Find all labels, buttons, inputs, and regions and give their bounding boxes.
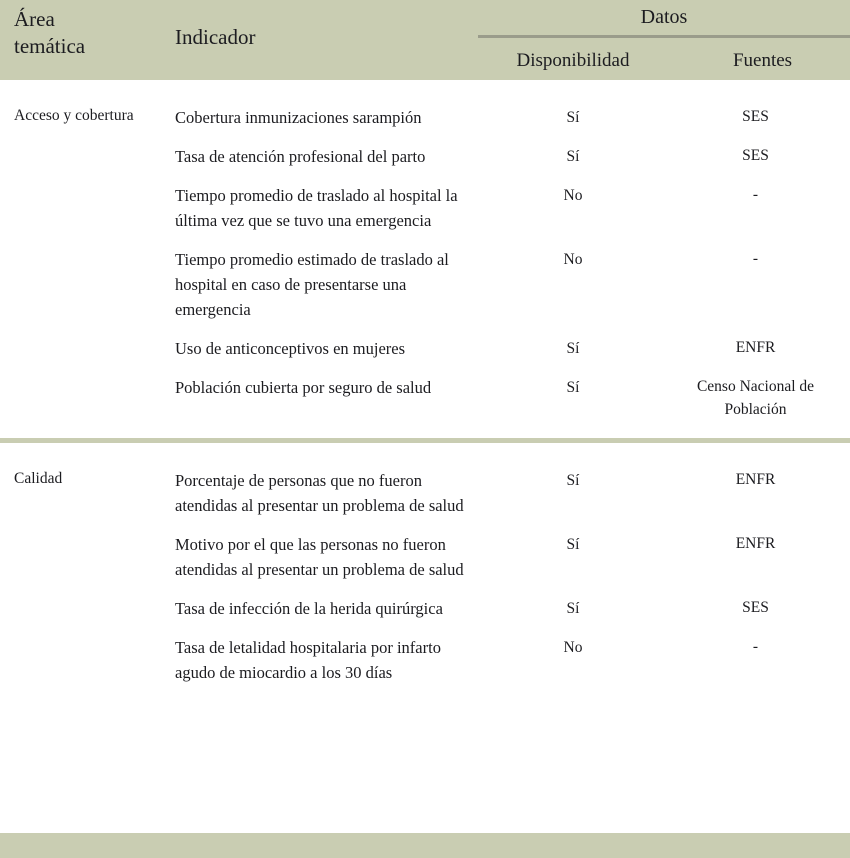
cell-disponibilidad: No	[563, 639, 583, 656]
cell-fuentes: -	[752, 638, 759, 655]
column-header-fuentes: Fuentes	[732, 50, 793, 71]
cell-fuentes: Censo Nacional de Población	[696, 378, 815, 418]
table-row: Tasa de letalidad hospitalaria por infar…	[0, 621, 850, 685]
cell-fuentes: -	[752, 250, 759, 267]
cell-disponibilidad: Sí	[566, 379, 580, 396]
cell-fuentes: ENFR	[735, 339, 776, 356]
cell-fuentes: ENFR	[735, 471, 776, 488]
cell-indicador: Porcentaje de personas que no fueron ate…	[175, 471, 464, 515]
cell-indicador: Tasa de infección de la herida quirúrgic…	[175, 599, 443, 618]
table-row: Uso de anticonceptivos en mujeres Sí ENF…	[0, 322, 850, 361]
cell-disponibilidad: Sí	[566, 600, 580, 617]
cell-indicador: Cobertura inmunizaciones sarampión	[175, 108, 422, 127]
cell-fuentes: ENFR	[735, 535, 776, 552]
table-footer-bar	[0, 833, 850, 858]
cell-area-tematica: Acceso y cobertura	[14, 107, 134, 124]
cell-fuentes: SES	[742, 108, 769, 125]
table-row: Población cubierta por seguro de salud S…	[0, 361, 850, 421]
column-header-area-tematica: Área temática	[14, 6, 164, 60]
table-section: Acceso y cobertura Cobertura inmunizacio…	[0, 80, 850, 438]
cell-area-tematica: Calidad	[14, 470, 63, 487]
table-section: Calidad Porcentaje de personas que no fu…	[0, 443, 850, 685]
cell-indicador: Tasa de atención profesional del parto	[175, 147, 426, 166]
cell-disponibilidad: No	[563, 187, 583, 204]
cell-indicador: Uso de anticonceptivos en mujeres	[175, 339, 406, 358]
table-body: Acceso y cobertura Cobertura inmunizacio…	[0, 80, 850, 685]
table-row: Tasa de atención profesional del parto S…	[0, 130, 850, 169]
datos-group-rule	[478, 35, 850, 38]
section-divider	[0, 438, 850, 443]
cell-fuentes: SES	[742, 599, 769, 616]
cell-disponibilidad: Sí	[566, 148, 580, 165]
table-row: Motivo por el que las personas no fueron…	[0, 518, 850, 582]
cell-disponibilidad: Sí	[566, 536, 580, 553]
table-row: Tasa de infección de la herida quirúrgic…	[0, 582, 850, 621]
cell-disponibilidad: No	[563, 251, 583, 268]
cell-disponibilidad: Sí	[566, 109, 580, 126]
table-header: Área temática Indicador Datos Disponibil…	[0, 0, 850, 80]
cell-indicador: Tiempo promedio estimado de traslado al …	[175, 250, 449, 319]
cell-fuentes: SES	[742, 147, 769, 164]
table-row: Tiempo promedio de traslado al hospital …	[0, 169, 850, 233]
cell-fuentes: -	[752, 186, 759, 203]
cell-indicador: Tasa de letalidad hospitalaria por infar…	[175, 638, 441, 682]
column-header-area-tematica-line1: Área	[14, 7, 55, 31]
cell-indicador: Motivo por el que las personas no fueron…	[175, 535, 464, 579]
column-header-indicador: Indicador	[175, 25, 256, 49]
cell-disponibilidad: Sí	[566, 472, 580, 489]
column-header-disponibilidad: Disponibilidad	[516, 50, 630, 71]
cell-indicador: Tiempo promedio de traslado al hospital …	[175, 186, 458, 230]
column-header-datos: Datos	[640, 6, 688, 28]
cell-disponibilidad: Sí	[566, 340, 580, 357]
table-row: Acceso y cobertura Cobertura inmunizacio…	[0, 92, 850, 130]
table-row: Calidad Porcentaje de personas que no fu…	[0, 455, 850, 518]
cell-indicador: Población cubierta por seguro de salud	[175, 378, 432, 397]
column-header-area-tematica-line2: temática	[14, 34, 86, 58]
table-row: Tiempo promedio estimado de traslado al …	[0, 233, 850, 322]
